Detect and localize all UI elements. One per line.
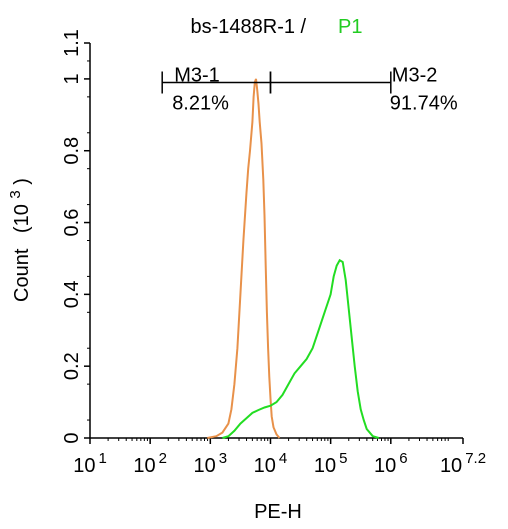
svg-text:Count (10 3: Count (10 3 ) — [3, 178, 33, 302]
x-tick-label: 10 4 — [254, 450, 288, 477]
y-tick-label: 0 — [61, 432, 83, 443]
gate-name-2: M3-2 — [392, 65, 438, 87]
x-tick-label: 10 3 — [194, 450, 228, 477]
y-axis-unit: (10 — [11, 204, 33, 233]
gate-percent-2: 91.74% — [390, 93, 458, 115]
x-tick-label: 10 2 — [133, 450, 167, 477]
chart-title-separator: / — [295, 16, 312, 38]
y-tick-label: 1 — [61, 73, 83, 84]
chart-title-sample: bs-1488R-1 — [190, 16, 295, 38]
histogram-series-1 — [207, 78, 281, 439]
x-tick-label: 10 7.2 — [440, 450, 486, 477]
y-tick-label: 0.8 — [61, 137, 83, 165]
y-tick-label: 0.2 — [61, 352, 83, 380]
gate-percent-1: 8.21% — [172, 93, 229, 115]
x-tick-label: 10 1 — [73, 450, 107, 477]
x-tick-label: 10 6 — [374, 450, 408, 477]
y-axis-unit-exp: 3 — [7, 190, 24, 198]
x-axis-label: PE-H — [254, 501, 302, 523]
chart-title-gate: P1 — [338, 16, 362, 38]
gate-name-1: M3-1 — [174, 65, 220, 87]
plot-area: 0 0.2 0.4 0.6 0.8 1 1.1 10 1 10 2 10 3 10 4 10 5 10 6 10 7.2… — [61, 29, 486, 477]
y-tick-label: 0.4 — [61, 280, 83, 308]
y-axis-label-text: Count — [11, 248, 33, 302]
y-axis-unit-close: ) — [11, 178, 33, 185]
y-tick-label: 1.1 — [61, 29, 83, 57]
y-axis-label: Count (10 3 ) — [3, 178, 33, 302]
y-tick-label: 0.6 — [61, 209, 83, 237]
x-tick-label: 10 5 — [314, 450, 348, 477]
histogram-series-2 — [222, 258, 380, 439]
